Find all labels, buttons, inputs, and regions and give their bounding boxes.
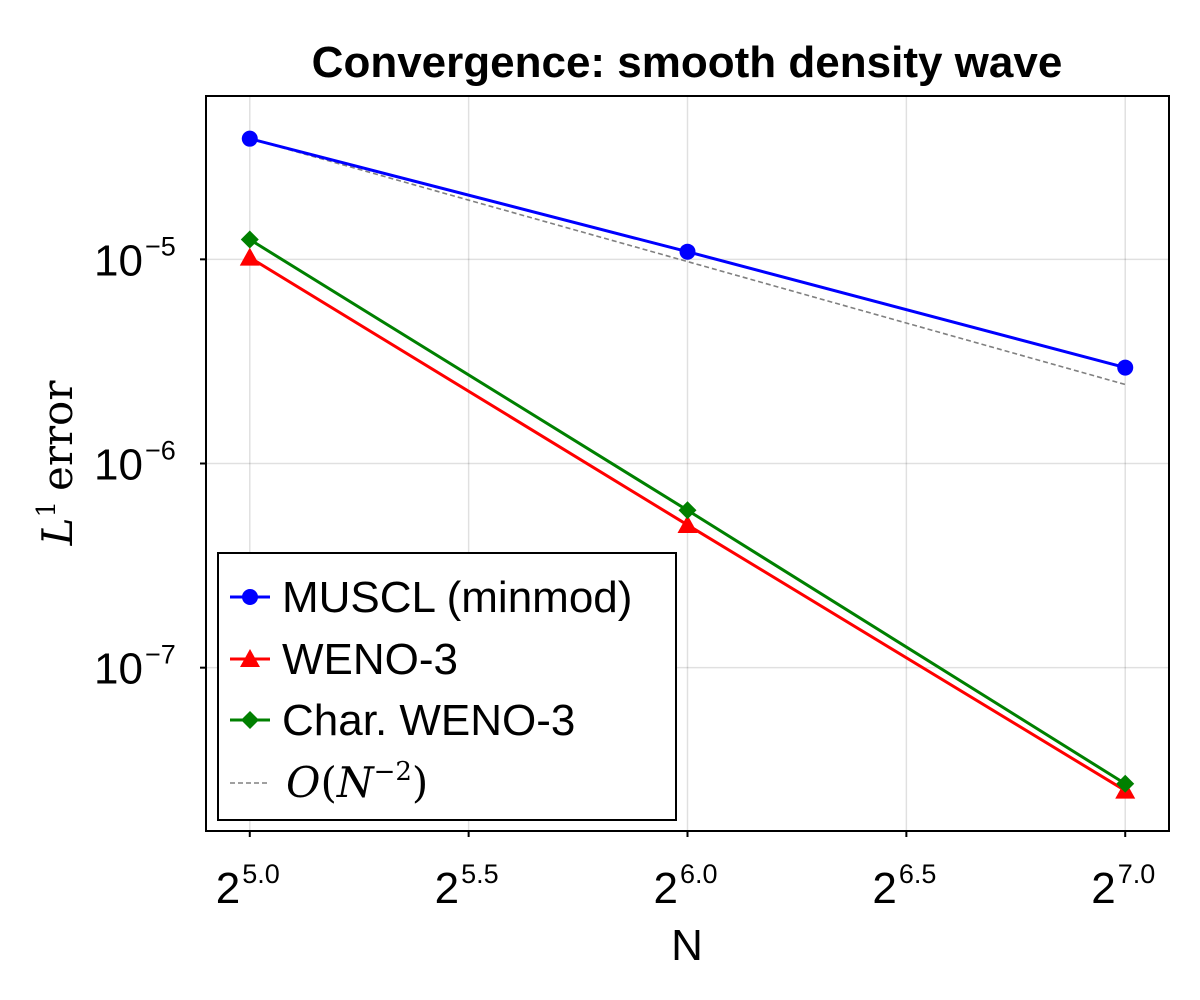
y-label-text: error: [33, 380, 82, 491]
legend-label-weno-3: WENO-3: [282, 635, 458, 684]
chart-title: Convergence: smooth density wave: [312, 38, 1063, 87]
y-label-symbol: L: [33, 518, 82, 547]
legend-marker-char-weno-3: [241, 711, 259, 729]
point-weno-3-0: [239, 247, 260, 266]
point-muscl-minmod-1: [679, 243, 696, 260]
x-tick-label-1: 25.5: [435, 859, 499, 913]
legend-item-char-weno-3: Char. WENO-3: [230, 696, 575, 745]
series-markers-group: [239, 130, 1136, 799]
x-axis-ticks: 25.0 25.5 26.0 26.5 27.0: [216, 831, 1155, 913]
legend-marker-weno-3: [240, 649, 260, 667]
point-muscl-minmod-0: [241, 130, 258, 147]
y-tick-label-2: 10−7: [94, 640, 176, 694]
legend-marker-muscl-minmod: [242, 589, 258, 605]
svg-text:L1error: L1 error: [32, 380, 82, 547]
legend-item-weno-3: WENO-3: [230, 635, 458, 684]
legend-box: [217, 552, 677, 821]
y-tick-label-0: 10−5: [94, 231, 176, 285]
x-tick-label-4: 27.0: [1091, 859, 1155, 913]
y-label-superscript: 1: [32, 501, 62, 518]
point-char-weno-3-0: [240, 230, 259, 249]
x-tick-label-0: 25.0: [216, 859, 280, 913]
y-axis-label: L1 error: [32, 380, 82, 547]
point-muscl-minmod-2: [1117, 359, 1134, 376]
legend-label-o-n-2: O(N−2): [286, 757, 428, 807]
legend-item-muscl-minmod: MUSCL (minmod): [230, 573, 632, 622]
point-char-weno-3-1: [678, 501, 697, 520]
y-axis-ticks: 10−5 10−6 10−7: [94, 231, 206, 694]
legend-items: MUSCL (minmod) WENO-3 Char. WENO-3 O(N−2): [230, 573, 632, 807]
x-axis-label: N: [671, 921, 703, 970]
point-char-weno-3-2: [1116, 774, 1135, 793]
legend: MUSCL (minmod) WENO-3 Char. WENO-3 O(N−2): [217, 552, 677, 821]
x-tick-label-2: 26.0: [653, 859, 717, 913]
legend-item-o-n-2: O(N−2): [230, 757, 428, 807]
legend-label-char-weno-3: Char. WENO-3: [282, 696, 575, 745]
legend-label-muscl-minmod: MUSCL (minmod): [282, 573, 632, 622]
point-weno-3-1: [677, 514, 698, 533]
y-tick-label-1: 10−6: [94, 436, 176, 490]
x-tick-label-3: 26.5: [872, 859, 936, 913]
